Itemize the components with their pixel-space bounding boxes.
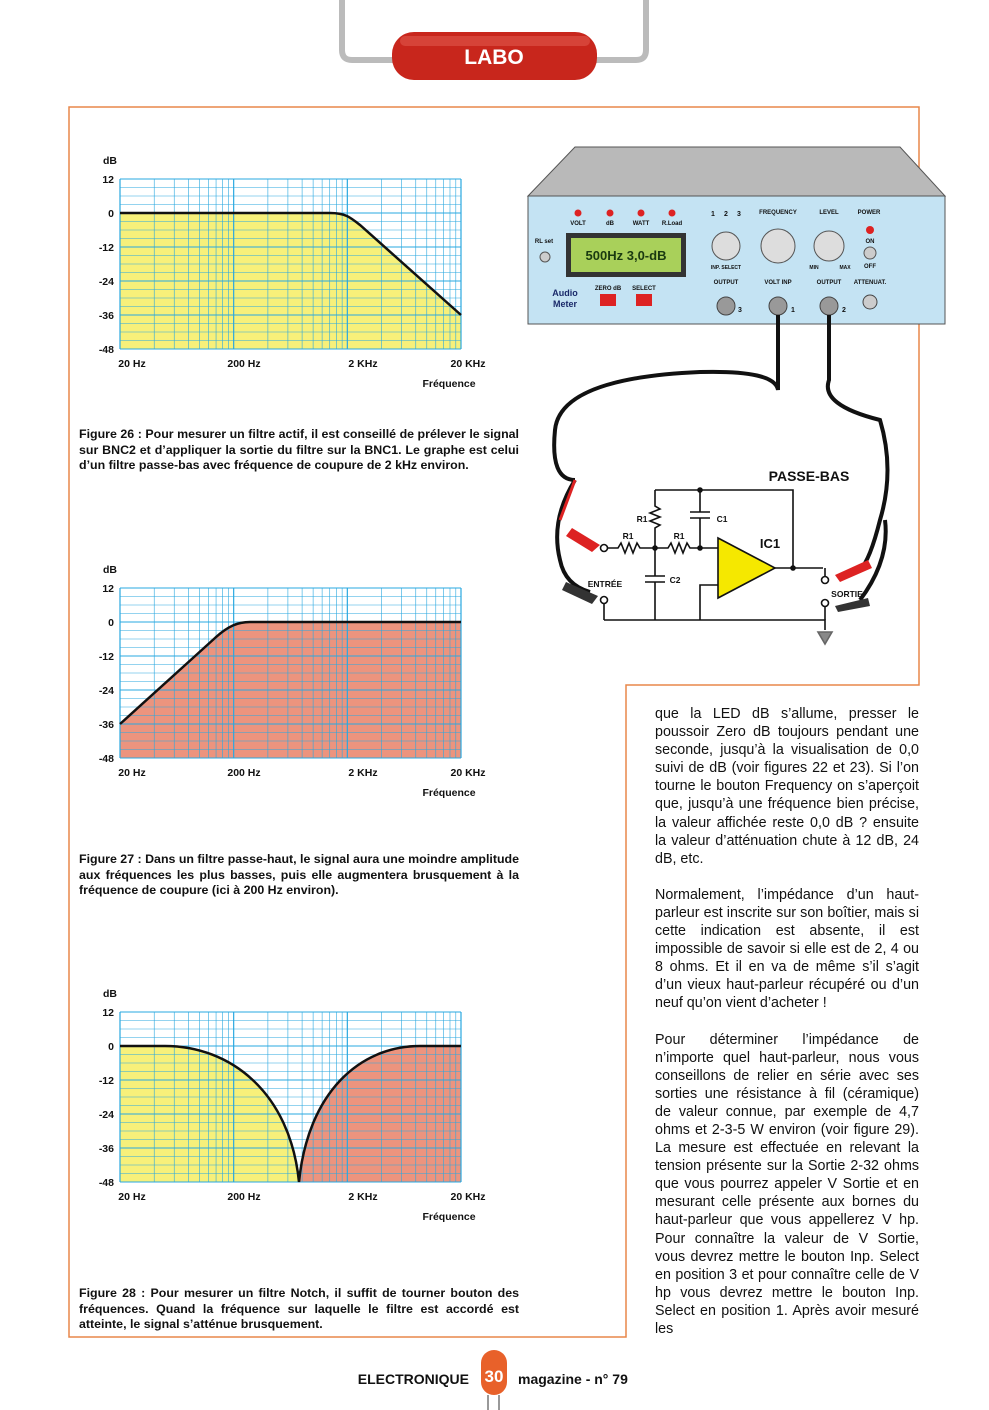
clips bbox=[558, 479, 872, 612]
figure-caption: Figure 26 : Pour mesurer un filtre actif… bbox=[79, 427, 519, 472]
y-tick-label: -12 bbox=[99, 651, 114, 663]
circuit-label: IC1 bbox=[760, 536, 780, 551]
curve bbox=[119, 620, 461, 725]
circuit-label: R1 bbox=[623, 531, 634, 541]
y-tick-label: 0 bbox=[108, 208, 114, 220]
paragraph: Normalement, l’impédance d’un haut-parle… bbox=[655, 886, 919, 1012]
device-label: 1 bbox=[791, 307, 795, 314]
header-badge: LABO bbox=[339, 0, 649, 80]
curve bbox=[120, 1044, 461, 1183]
x-tick-label: 2 KHz bbox=[348, 1191, 377, 1203]
page-number: 30 bbox=[485, 1367, 504, 1386]
device-label: MAX bbox=[839, 265, 851, 271]
chart bbox=[119, 587, 462, 759]
chart bbox=[119, 1011, 462, 1183]
x-tick-label: 20 KHz bbox=[450, 767, 485, 779]
device-label: ATTENUAT. bbox=[854, 280, 887, 286]
x-tick-label: 200 Hz bbox=[227, 767, 260, 779]
y-tick-label: -36 bbox=[99, 1143, 114, 1155]
figure-caption: Figure 27 : Dans un filtre passe-haut, l… bbox=[79, 852, 519, 897]
circuit-label: R1 bbox=[674, 531, 685, 541]
y-tick-label: -36 bbox=[99, 310, 114, 322]
device-label: ON bbox=[866, 239, 875, 245]
x-tick-label: 20 KHz bbox=[450, 358, 485, 370]
circuit-label: PASSE-BAS bbox=[769, 468, 850, 484]
audio-meter bbox=[526, 146, 947, 325]
device-label: ZERO dB bbox=[595, 286, 622, 292]
device-label: INP. SELECT bbox=[711, 265, 741, 271]
chart bbox=[119, 178, 462, 350]
device-label: WATT bbox=[633, 221, 650, 227]
device-label: 2 bbox=[842, 307, 846, 314]
y-tick-label: -48 bbox=[99, 344, 114, 356]
x-tick-label: 20 KHz bbox=[450, 1191, 485, 1203]
device-label: OFF bbox=[864, 264, 876, 270]
figure-caption: Figure 28 : Pour mesurer un filtre Notch… bbox=[79, 1286, 519, 1331]
device-label: MIN bbox=[809, 265, 819, 271]
axis-label: dB bbox=[103, 155, 117, 167]
device-label: Audio bbox=[552, 288, 578, 298]
axis-label: Fréquence bbox=[422, 378, 475, 390]
y-tick-label: 12 bbox=[102, 174, 114, 186]
x-tick-label: 200 Hz bbox=[227, 358, 260, 370]
device-label: POWER bbox=[858, 210, 881, 216]
section-title: LABO bbox=[464, 46, 524, 69]
device-label: 500Hz 3,0-dB bbox=[586, 248, 667, 263]
circuit-label: C2 bbox=[670, 575, 681, 585]
paragraph: que la LED dB s’allume, presser le pouss… bbox=[655, 706, 919, 867]
axis-label: Fréquence bbox=[422, 787, 475, 799]
y-tick-label: -24 bbox=[99, 685, 114, 697]
y-tick-label: -12 bbox=[99, 1075, 114, 1087]
device-label: 1 bbox=[711, 211, 715, 218]
x-tick-label: 20 Hz bbox=[118, 767, 145, 779]
device-label: Meter bbox=[553, 299, 578, 309]
y-tick-label: 0 bbox=[108, 617, 114, 629]
curve bbox=[120, 211, 462, 316]
circuit bbox=[599, 487, 834, 646]
device-label: SELECT bbox=[632, 286, 656, 292]
device-label: OUTPUT bbox=[817, 280, 842, 286]
device-label: LEVEL bbox=[819, 210, 839, 216]
y-tick-label: -24 bbox=[99, 1109, 114, 1121]
x-tick-label: 2 KHz bbox=[348, 358, 377, 370]
x-tick-label: 20 Hz bbox=[118, 358, 145, 370]
axis-label: Fréquence bbox=[422, 1211, 475, 1223]
cables bbox=[552, 315, 890, 602]
device-label: VOLT INP bbox=[764, 280, 791, 286]
paragraph: Pour déterminer l’impédance de n’importe… bbox=[655, 1031, 919, 1338]
device-label: 3 bbox=[738, 307, 742, 314]
device-label: 2 bbox=[724, 211, 728, 218]
axis-label: dB bbox=[103, 564, 117, 576]
y-tick-label: 12 bbox=[102, 1007, 114, 1019]
y-tick-label: -48 bbox=[99, 753, 114, 765]
device-label: R.Load bbox=[662, 221, 683, 227]
y-tick-label: -48 bbox=[99, 1177, 114, 1189]
y-tick-label: -36 bbox=[99, 719, 114, 731]
device-label: OUTPUT bbox=[714, 280, 739, 286]
circuit-label: ENTRÉE bbox=[588, 579, 623, 589]
axis-label: dB bbox=[103, 988, 117, 1000]
x-tick-label: 20 Hz bbox=[118, 1191, 145, 1203]
circuit-label: SORTIE bbox=[831, 589, 863, 599]
footer-magazine: ELECTRONIQUE bbox=[358, 1371, 469, 1387]
footer-issue: magazine - n° 79 bbox=[518, 1371, 628, 1387]
circuit-label: R1 bbox=[637, 514, 648, 524]
y-tick-label: 0 bbox=[108, 1041, 114, 1053]
circuit-label: C1 bbox=[717, 514, 728, 524]
x-tick-label: 2 KHz bbox=[348, 767, 377, 779]
device-label: dB bbox=[606, 221, 615, 227]
device-label: FREQUENCY bbox=[759, 210, 797, 216]
y-tick-label: -24 bbox=[99, 276, 114, 288]
article: que la LED dB s’allume, presser le pouss… bbox=[655, 705, 919, 1356]
device-label: 3 bbox=[737, 211, 741, 218]
frame bbox=[68, 106, 920, 1338]
device-label: VOLT bbox=[570, 221, 586, 227]
y-tick-label: -12 bbox=[99, 242, 114, 254]
x-tick-label: 200 Hz bbox=[227, 1191, 260, 1203]
footer-led bbox=[481, 1350, 507, 1410]
y-tick-label: 12 bbox=[102, 583, 114, 595]
device-label: RL set bbox=[535, 239, 553, 245]
